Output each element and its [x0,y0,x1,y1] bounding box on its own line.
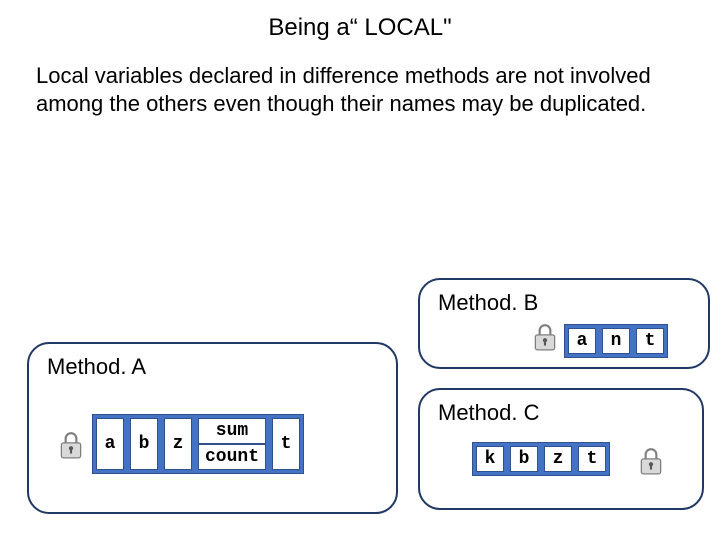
var-cell: z [164,418,192,470]
var-cell: k [476,446,504,472]
var-cell: t [636,328,664,354]
vars-block-B: ant [564,324,668,358]
var-cell: n [602,328,630,354]
vars-block-A: abzsumcountt [92,414,304,474]
var-cell: a [96,418,124,470]
var-cell: z [544,446,572,472]
var-cell: sum [198,418,266,444]
var-cell: t [272,418,300,470]
var-cell: b [130,418,158,470]
var-cell: b [510,446,538,472]
lock-icon [58,430,84,460]
var-cell: t [578,446,606,472]
method-label-C: Method. C [436,400,542,426]
slide-description: Local variables declared in difference m… [0,42,720,117]
var-cell: count [198,444,266,470]
slide-title: Being a“ LOCAL" [0,0,720,42]
method-label-A: Method. A [45,354,148,380]
method-label-B: Method. B [436,290,540,316]
lock-icon [532,322,558,352]
var-cell: a [568,328,596,354]
lock-icon [638,446,664,476]
vars-block-C: kbzt [472,442,610,476]
